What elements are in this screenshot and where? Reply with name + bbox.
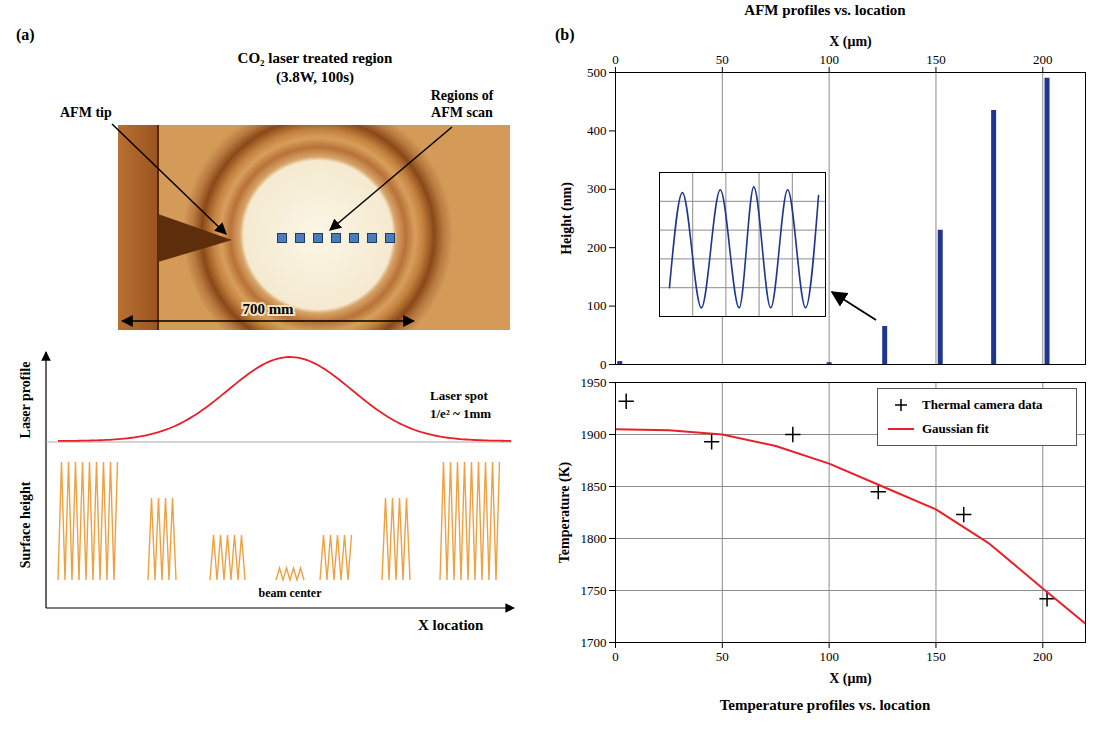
svg-text:X (μm): X (μm) bbox=[829, 671, 872, 687]
html-text:Thermal camera data: Thermal camera data bbox=[922, 397, 1043, 412]
svg-text:Surface height: Surface height bbox=[18, 481, 33, 568]
svg-text:0: 0 bbox=[612, 52, 619, 67]
svg-text:X (μm): X (μm) bbox=[829, 34, 872, 50]
html-text:AFM profiles vs. location: AFM profiles vs. location bbox=[744, 2, 906, 18]
svg-text:(a): (a) bbox=[16, 26, 35, 44]
svg-text:1950: 1950 bbox=[581, 375, 607, 390]
svg-text:200: 200 bbox=[1033, 52, 1053, 67]
svg-text:700 mm: 700 mm bbox=[242, 301, 294, 317]
svg-text:X location: X location bbox=[418, 617, 484, 633]
svg-text:200: 200 bbox=[587, 240, 607, 255]
svg-text:100: 100 bbox=[587, 298, 607, 313]
svg-text:Laser profile: Laser profile bbox=[18, 362, 33, 439]
svg-text:400: 400 bbox=[587, 123, 607, 138]
svg-text:Laser spot: Laser spot bbox=[430, 388, 489, 403]
svg-text:100: 100 bbox=[819, 52, 839, 67]
svg-text:150: 150 bbox=[926, 52, 946, 67]
svg-text:0: 0 bbox=[612, 649, 619, 664]
svg-text:AFM scan: AFM scan bbox=[431, 105, 493, 120]
svg-text:Temperature (K): Temperature (K) bbox=[557, 461, 573, 563]
svg-text:CO₂ laser treated region: CO₂ laser treated region bbox=[238, 50, 394, 66]
svg-text:1700: 1700 bbox=[581, 635, 607, 650]
svg-text:200: 200 bbox=[1033, 649, 1053, 664]
svg-text:300: 300 bbox=[587, 181, 607, 196]
svg-text:1/e² ~ 1mm: 1/e² ~ 1mm bbox=[430, 406, 491, 421]
html-text:Temperature profiles vs. locat: Temperature profiles vs. location bbox=[719, 697, 931, 713]
svg-text:Regions of: Regions of bbox=[431, 88, 494, 103]
svg-text:50: 50 bbox=[716, 52, 729, 67]
svg-text:(3.8W, 100s): (3.8W, 100s) bbox=[276, 69, 354, 86]
svg-text:beam center: beam center bbox=[259, 586, 323, 600]
svg-text:1750: 1750 bbox=[581, 583, 607, 598]
svg-text:0: 0 bbox=[600, 357, 607, 372]
html-text:Gaussian fit: Gaussian fit bbox=[922, 421, 989, 436]
svg-text:50: 50 bbox=[716, 649, 729, 664]
svg-text:1850: 1850 bbox=[581, 479, 607, 494]
svg-text:1900: 1900 bbox=[581, 427, 607, 442]
svg-text:Height (nm): Height (nm) bbox=[559, 182, 575, 255]
svg-text:150: 150 bbox=[926, 649, 946, 664]
svg-text:100: 100 bbox=[819, 649, 839, 664]
html-text:(b): (b) bbox=[555, 26, 575, 43]
svg-text:1800: 1800 bbox=[581, 531, 607, 546]
svg-text:500: 500 bbox=[587, 65, 607, 80]
svg-text:AFM tip: AFM tip bbox=[60, 105, 112, 120]
